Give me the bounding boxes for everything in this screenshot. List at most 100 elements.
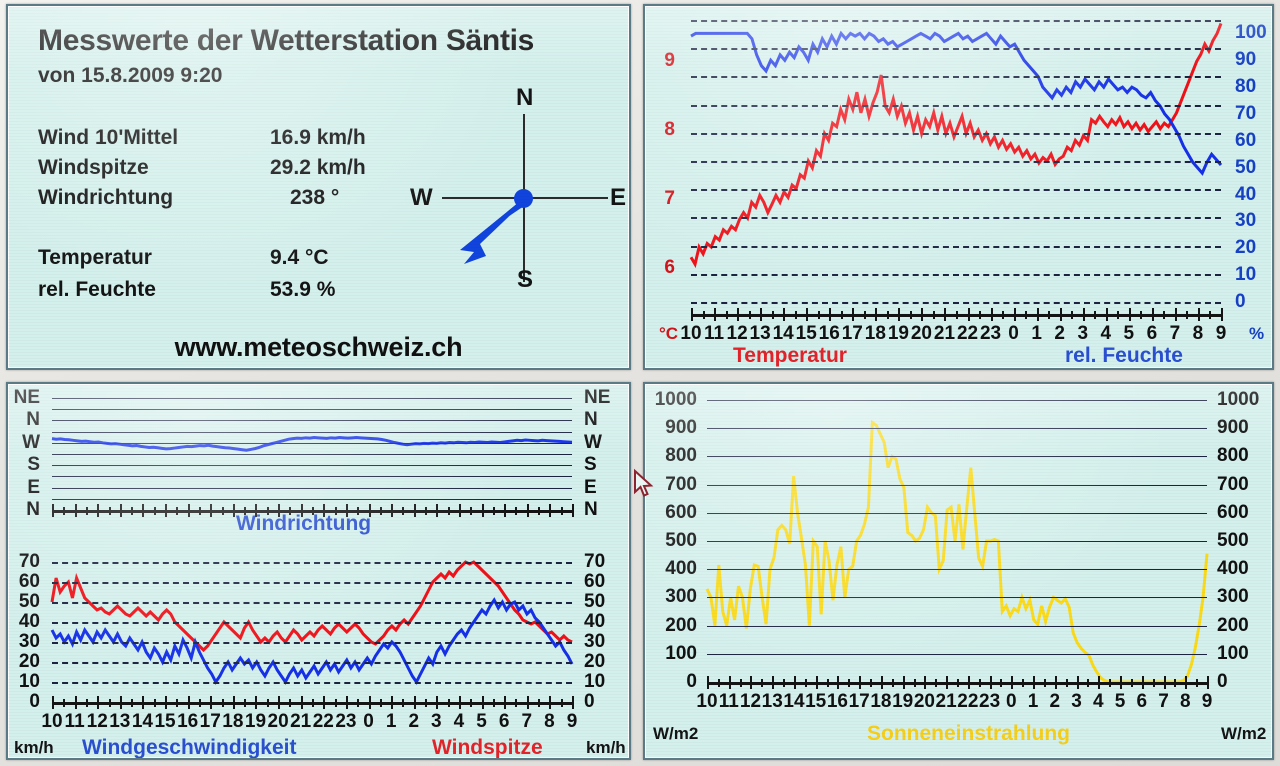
x-axis-label-21: 21 — [290, 711, 312, 732]
solar-radiation-chart: W/m2 W/m2 Sonneneinstrahlung 0 0 100 100 200… — [645, 384, 1272, 758]
y-axis-solar-right-600: 600 — [1217, 501, 1249, 523]
measurement-label-wind-direction: Windrichtung — [38, 186, 174, 209]
x-axis-label-15: 15 — [805, 691, 827, 712]
y-axis-solar-left-1000: 1000 — [654, 389, 697, 411]
gridline-sr-9 — [707, 654, 1207, 655]
y-axis-solar-left-500: 500 — [665, 530, 697, 552]
gridline-th-1 — [691, 48, 1221, 50]
y-axis-windspeed-left-50: 50 — [18, 591, 40, 613]
y-axis-solar-right-100: 100 — [1217, 642, 1249, 664]
x-tick-major-23 — [572, 696, 574, 709]
x-axis-label-17: 17 — [848, 691, 870, 712]
y-axis-solar-left-900: 900 — [665, 417, 697, 439]
gridline-wd-4 — [52, 443, 572, 444]
y-axis-solar-left-700: 700 — [665, 473, 697, 495]
gridline-wd-8 — [52, 488, 572, 489]
x-axis-label-7: 7 — [1158, 691, 1169, 712]
gridline-ws-1 — [52, 582, 572, 584]
gridline-th-0 — [691, 20, 1221, 22]
x-axis-label-22: 22 — [312, 711, 334, 732]
y-axis-humidity-tick-50: 50 — [1235, 156, 1257, 178]
gridline-wd-3 — [52, 432, 572, 433]
gridline-th-2 — [691, 76, 1221, 78]
gridline-ws-3 — [52, 622, 572, 624]
x-axis-label-21: 21 — [935, 691, 957, 712]
x-axis-label-11: 11 — [718, 691, 739, 712]
x-axis-label-18: 18 — [870, 691, 892, 712]
x-axis-label-2: 2 — [1054, 323, 1065, 344]
y-axis-humidity-tick-70: 70 — [1235, 103, 1257, 125]
legend-temperatur: Temperatur — [733, 344, 847, 367]
x-axis-line — [52, 702, 572, 705]
y-axis-humidity-tick-20: 20 — [1235, 237, 1257, 259]
y-axis-winddir-left-1: N — [26, 409, 40, 431]
y-axis-humidity-tick-40: 40 — [1235, 183, 1257, 205]
x-axis-label-9: 9 — [566, 711, 578, 732]
legend-windgeschwindigkeit: Windgeschwindigkeit — [82, 736, 297, 759]
compass-label-north: N — [516, 84, 534, 111]
y-axis-windspeed-left-30: 30 — [18, 631, 40, 653]
gridline-th-8 — [691, 246, 1221, 248]
compass-label-east: E — [610, 184, 627, 211]
measurement-value-temperature: 9.4 °C — [270, 246, 329, 269]
gridline-ws-5 — [52, 662, 572, 664]
y-axis-windspeed-left-10: 10 — [18, 671, 40, 693]
temperature-humidity-panel: °C % Temperatur rel. Feuchte 6 7 8 9 0 10 20 30… — [643, 4, 1274, 370]
x-axis-label-10: 10 — [680, 323, 702, 344]
y-axis-windspeed-right-10: 10 — [584, 671, 606, 693]
x-axis-label-11: 11 — [703, 323, 725, 344]
x-axis-label-14: 14 — [772, 323, 794, 344]
wind-speed-chart: km/h km/h Windgeschwindigkeit Windspitze… — [8, 550, 629, 759]
y-axis-solar-right-1000: 1000 — [1217, 389, 1260, 411]
y-axis-humidity-tick-90: 90 — [1235, 49, 1257, 71]
y-axis-windspeed-right-0: 0 — [584, 691, 595, 713]
gridline-sr-5 — [707, 541, 1207, 542]
gridline-wd-0 — [52, 398, 572, 399]
x-tick-major-23 — [572, 504, 574, 517]
legend-sonneneinstrahlung: Sonneneinstrahlung — [867, 722, 1071, 745]
x-axis-label-8: 8 — [1179, 691, 1191, 712]
measurement-value-humidity: 53.9 % — [270, 278, 336, 301]
legend-windrichtung: Windrichtung — [236, 512, 372, 535]
y-axis-solar-left-0: 0 — [686, 671, 697, 693]
x-axis-label-3: 3 — [1077, 323, 1089, 344]
y-axis-windspeed-right-20: 20 — [584, 651, 606, 673]
x-axis-label-23: 23 — [335, 711, 357, 732]
wind-speed-line — [50, 597, 574, 685]
measurement-label-wind-gust: Windspitze — [38, 156, 149, 179]
x-axis-label-9: 9 — [1215, 323, 1227, 344]
x-axis-label-17: 17 — [199, 711, 221, 732]
gridline-ws-0 — [52, 562, 572, 564]
x-axis-label-4: 4 — [1100, 323, 1112, 344]
gridline-sr-1 — [707, 428, 1207, 429]
x-axis-label-21: 21 — [933, 323, 956, 344]
x-axis-label-13: 13 — [109, 711, 131, 732]
x-axis-label-9: 9 — [1201, 691, 1213, 712]
x-axis-label-4: 4 — [453, 711, 465, 732]
gridline-ws-6 — [52, 682, 572, 684]
temperature-line — [689, 22, 1223, 269]
gridline-sr-0 — [707, 400, 1207, 401]
temperature-humidity-chart: °C % Temperatur rel. Feuchte 6 7 8 9 0 10 20 30… — [645, 6, 1272, 368]
wind-direction-chart: Windrichtung NENENNWWSSEENN1011121314151… — [8, 384, 629, 544]
x-axis-label-0: 0 — [1008, 323, 1019, 344]
gridline-th-10 — [691, 302, 1221, 304]
y-axis-solar-left-600: 600 — [665, 501, 697, 523]
gridline-ws-2 — [52, 602, 572, 604]
gridline-sr-8 — [707, 626, 1207, 627]
x-axis-label-6: 6 — [1136, 691, 1148, 712]
x-axis-label-16: 16 — [826, 691, 848, 712]
measurement-label-temperature: Temperatur — [38, 246, 152, 269]
y-axis-humidity-tick-80: 80 — [1235, 76, 1257, 98]
gridline-wd-2 — [52, 420, 572, 421]
x-axis-label-14: 14 — [131, 711, 153, 732]
gridline-wd-6 — [52, 465, 572, 466]
wind-panel: Windrichtung NENENNWWSSEENN1011121314151… — [6, 382, 631, 760]
y-axis-humidity-tick-100: 100 — [1235, 22, 1267, 44]
unit-celsius: °C — [659, 324, 679, 343]
website-url[interactable]: www.meteoschweiz.ch — [174, 332, 463, 362]
x-axis-label-7: 7 — [521, 711, 533, 732]
x-axis-label-1: 1 — [1027, 691, 1039, 712]
x-axis-line — [52, 510, 572, 513]
